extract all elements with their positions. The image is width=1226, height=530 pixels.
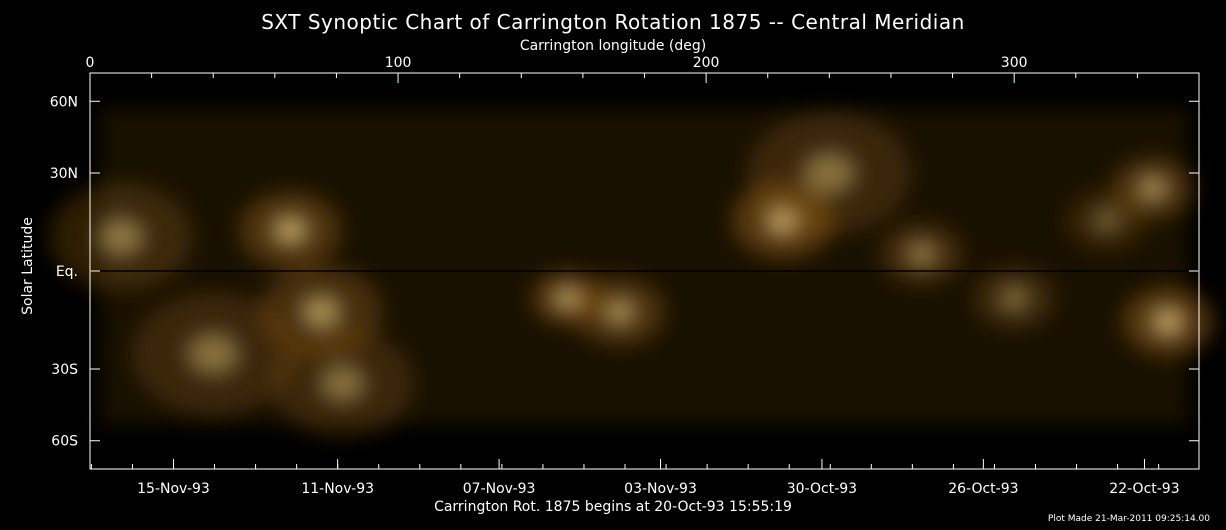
left-tick-label: Eq. (56, 264, 78, 280)
top-tick-label: 200 (693, 55, 720, 71)
left-tick-label: 60N (50, 94, 78, 110)
plot-credit: Plot Made 21-Mar-2011 09:25:14.00 (1047, 514, 1210, 524)
left-tick-label: 60S (51, 434, 78, 450)
chart-title: SXT Synoptic Chart of Carrington Rotatio… (261, 10, 965, 34)
bottom-tick-label: 26-Oct-93 (948, 481, 1018, 497)
bottom-tick-label: 07-Nov-93 (463, 481, 536, 497)
bottom-tick-label: 03-Nov-93 (624, 481, 697, 497)
left-tick-label: 30N (50, 166, 78, 182)
bottom-axis-label: Carrington Rot. 1875 begins at 20-Oct-93… (434, 499, 792, 515)
corona-background (100, 108, 1189, 424)
bottom-tick-label: 30-Oct-93 (787, 481, 857, 497)
top-axis-label: Carrington longitude (deg) (519, 38, 707, 54)
bottom-tick-label: 15-Nov-93 (137, 481, 210, 497)
emission-layer (49, 108, 1215, 438)
top-tick-label: 100 (385, 55, 412, 71)
axes: 0 100 200 300 60N 30N Eq. 30S 60S 15-Nov-93 11-Nov… (50, 55, 1200, 497)
top-tick-label: 0 (86, 55, 95, 71)
bottom-tick-label: 11-Nov-93 (301, 481, 374, 497)
top-tick-label: 300 (1001, 55, 1028, 71)
bottom-tick-label: 22-Oct-93 (1109, 481, 1179, 497)
left-tick-label: 30S (51, 362, 78, 378)
